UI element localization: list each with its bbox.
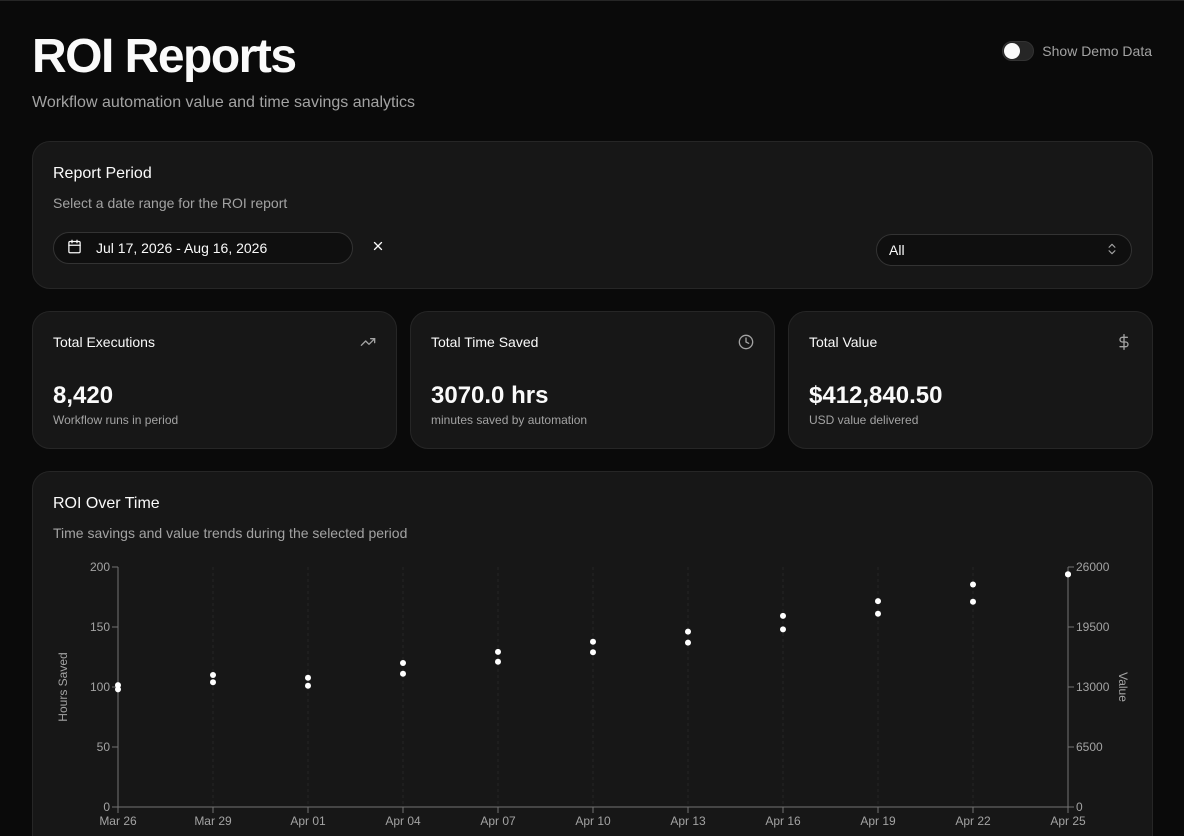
calendar-icon — [67, 239, 82, 257]
x-tick-label: Mar 29 — [194, 814, 232, 828]
clear-date-button[interactable] — [369, 239, 387, 257]
x-tick-label: Apr 19 — [860, 814, 896, 828]
value-point — [590, 638, 596, 645]
y-axis-label: Hours Saved — [56, 652, 70, 721]
stat-card-time-saved: Total Time Saved 3070.0 hrs minutes save… — [410, 311, 775, 449]
y-tick-label: 50 — [97, 740, 111, 754]
y-tick-label: 100 — [90, 680, 110, 694]
value-point — [685, 628, 691, 635]
page-title: ROI Reports — [32, 30, 297, 83]
close-icon — [371, 239, 385, 258]
hours-saved-point — [210, 679, 216, 686]
y2-tick-label: 13000 — [1076, 680, 1110, 694]
page-subtitle: Workflow automation value and time savin… — [32, 94, 415, 111]
y2-tick-label: 26000 — [1076, 560, 1110, 574]
switch-knob — [1004, 43, 1021, 59]
value-point — [780, 612, 786, 619]
hours-saved-point — [495, 658, 501, 665]
stat-title: Total Executions — [53, 334, 155, 350]
x-tick-label: Apr 25 — [1050, 814, 1086, 828]
value-point — [495, 648, 501, 655]
demo-data-label: Show Demo Data — [1042, 43, 1152, 59]
stat-subtitle: Workflow runs in period — [53, 413, 179, 427]
clock-icon — [738, 334, 754, 350]
date-range-picker[interactable]: Jul 17, 2026 - Aug 16, 2026 — [53, 232, 353, 264]
hours-saved-point — [970, 598, 976, 605]
hours-saved-point — [400, 670, 406, 677]
stat-subtitle: USD value delivered — [809, 413, 919, 427]
stat-subtitle: minutes saved by automation — [431, 413, 588, 427]
value-point — [970, 581, 976, 588]
y-tick-label: 150 — [90, 620, 110, 634]
chevrons-up-down-icon — [1105, 242, 1119, 259]
y2-tick-label: 0 — [1076, 800, 1083, 814]
hours-saved-point — [305, 682, 311, 689]
stat-card-executions: Total Executions 8,420 Workflow runs in … — [32, 311, 397, 449]
stat-value: 3070.0 hrs — [431, 382, 549, 409]
report-period-card: Report Period Select a date range for th… — [32, 141, 1153, 289]
y-tick-label: 200 — [90, 560, 110, 574]
hours-saved-point — [685, 639, 691, 646]
value-point — [305, 674, 311, 681]
demo-data-toggle[interactable]: Show Demo Data — [1002, 41, 1152, 61]
x-tick-label: Apr 04 — [385, 814, 421, 828]
x-tick-label: Apr 07 — [480, 814, 516, 828]
stat-value: $412,840.50 — [809, 382, 943, 409]
x-tick-label: Mar 26 — [99, 814, 137, 828]
stat-title: Total Value — [809, 334, 878, 350]
y2-tick-label: 19500 — [1076, 620, 1110, 634]
value-point — [115, 682, 121, 689]
report-period-title: Report Period — [53, 165, 152, 182]
value-point — [400, 660, 406, 666]
workflow-filter-select[interactable]: All — [876, 234, 1132, 266]
x-tick-label: Apr 01 — [290, 814, 326, 828]
value-point — [210, 672, 216, 678]
chart-description: Time savings and value trends during the… — [53, 525, 408, 541]
value-point — [1065, 571, 1071, 578]
report-period-description: Select a date range for the ROI report — [53, 195, 288, 211]
hours-saved-point — [115, 686, 121, 693]
x-tick-label: Apr 10 — [575, 814, 611, 828]
hours-saved-point — [590, 649, 596, 656]
hours-saved-point — [780, 626, 786, 633]
stat-card-value: Total Value $412,840.50 USD value delive… — [788, 311, 1153, 449]
chart-title: ROI Over Time — [53, 495, 160, 512]
dollar-icon — [1116, 334, 1132, 350]
stat-title: Total Time Saved — [431, 334, 539, 350]
y-tick-label: 0 — [103, 800, 110, 814]
y2-tick-label: 6500 — [1076, 740, 1103, 754]
stat-value: 8,420 — [53, 382, 114, 409]
x-tick-label: Apr 13 — [670, 814, 706, 828]
x-tick-label: Apr 16 — [765, 814, 801, 828]
value-point — [875, 598, 881, 605]
roi-chart-card: ROI Over Time Time savings and value tre… — [32, 471, 1153, 836]
x-tick-label: Apr 22 — [955, 814, 991, 828]
date-range-value: Jul 17, 2026 - Aug 16, 2026 — [96, 240, 268, 256]
y2-axis-label: Value — [1116, 672, 1130, 702]
workflow-filter-value: All — [889, 242, 905, 258]
trending-up-icon — [360, 334, 376, 350]
hours-saved-point — [875, 610, 881, 617]
demo-data-switch[interactable] — [1002, 41, 1035, 61]
roi-chart: 0 50 100 150 200 0 6500 13000 19500 26000 Mar 26 Ma… — [56, 560, 1130, 828]
